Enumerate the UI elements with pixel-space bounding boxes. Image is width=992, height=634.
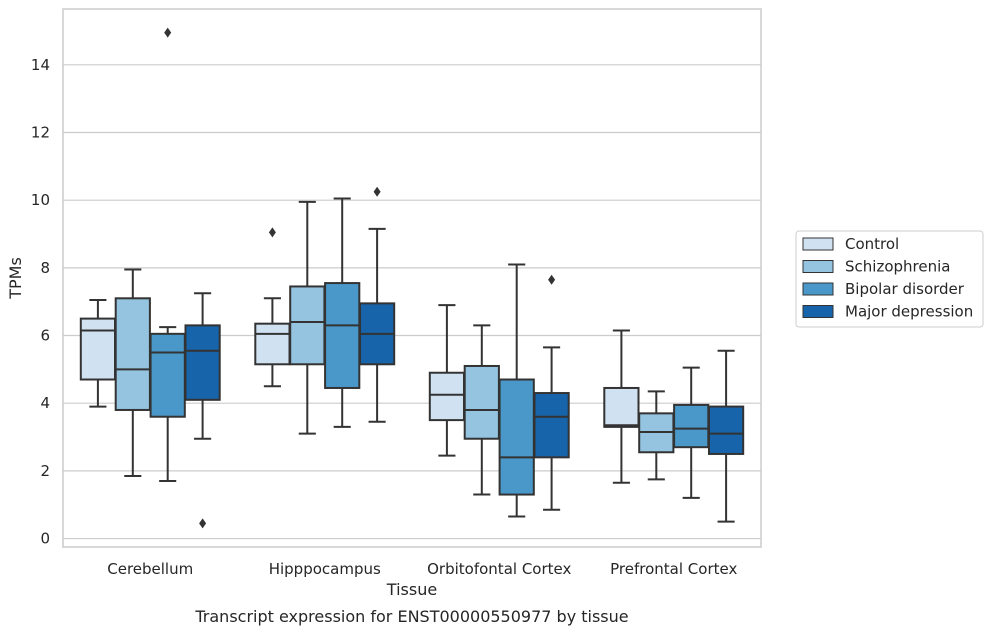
y-tick-label: 4 [40, 394, 50, 412]
outlier-point [548, 274, 556, 285]
box [149, 332, 186, 418]
y-tick-label: 2 [40, 462, 50, 480]
box-group [289, 200, 326, 435]
y-tick-label: 12 [31, 124, 50, 142]
box [428, 371, 466, 422]
box [254, 322, 291, 366]
box-group [638, 390, 675, 481]
box-group [533, 274, 570, 511]
outlier-point [199, 518, 207, 529]
box-group [463, 324, 500, 496]
box-group [79, 298, 117, 408]
plot-frame [62, 8, 762, 548]
box [324, 282, 361, 389]
x-tick-label: Prefrontal Cortex [610, 560, 737, 578]
box-group [149, 27, 186, 483]
box [673, 403, 710, 449]
outlier-point [373, 186, 381, 197]
box-group [358, 186, 396, 423]
outlier-point [164, 27, 172, 38]
x-tick-label: Cerebellum [107, 560, 193, 578]
y-tick-label: 8 [40, 259, 50, 277]
x-tick-label: Hipppocampus [269, 560, 381, 578]
y-axis-label: TPMs [6, 257, 25, 300]
y-tick-label: 6 [40, 327, 50, 345]
box-group [114, 268, 151, 477]
legend-label: Control [845, 235, 899, 253]
box-plots [79, 27, 745, 529]
chart-caption: Transcript expression for ENST0000055097… [194, 607, 628, 626]
box [114, 297, 151, 411]
legend-frame [795, 230, 984, 328]
outlier-point [268, 227, 276, 238]
x-axis-label: Tissue [386, 580, 437, 599]
box [707, 405, 745, 455]
box [603, 386, 640, 428]
box-group [184, 292, 221, 529]
box [289, 285, 326, 366]
legend-label: Major depression [845, 303, 973, 321]
legend-swatch [802, 282, 834, 296]
box-group [254, 227, 291, 388]
box [533, 392, 570, 459]
box-group [428, 304, 466, 457]
legend-swatch [802, 237, 834, 251]
y-tick-label: 14 [31, 56, 50, 74]
legend-label: Bipolar disorder [845, 280, 965, 298]
box [184, 324, 221, 401]
legend-swatch [802, 260, 834, 273]
box-group [498, 263, 535, 518]
y-tick-label: 10 [31, 191, 50, 209]
x-axis-ticks: Cerebellum Hipppocampus Orbitofontal Corte… [107, 560, 737, 578]
y-tick-label: 0 [40, 530, 50, 548]
box-group [324, 197, 361, 428]
legend: Control Schizophrenia Bipolar disorder Majo… [795, 230, 984, 328]
box-group [673, 366, 710, 499]
y-axis-ticks: 0 2 4 6 8 10 12 14 [31, 56, 50, 548]
box [463, 364, 500, 440]
box-group [707, 349, 745, 523]
box-group [603, 329, 640, 484]
legend-label: Schizophrenia [845, 258, 950, 276]
x-tick-label: Orbitofontal Cortex [427, 560, 571, 578]
legend-swatch [802, 305, 834, 318]
box [79, 317, 117, 381]
box [498, 378, 535, 496]
